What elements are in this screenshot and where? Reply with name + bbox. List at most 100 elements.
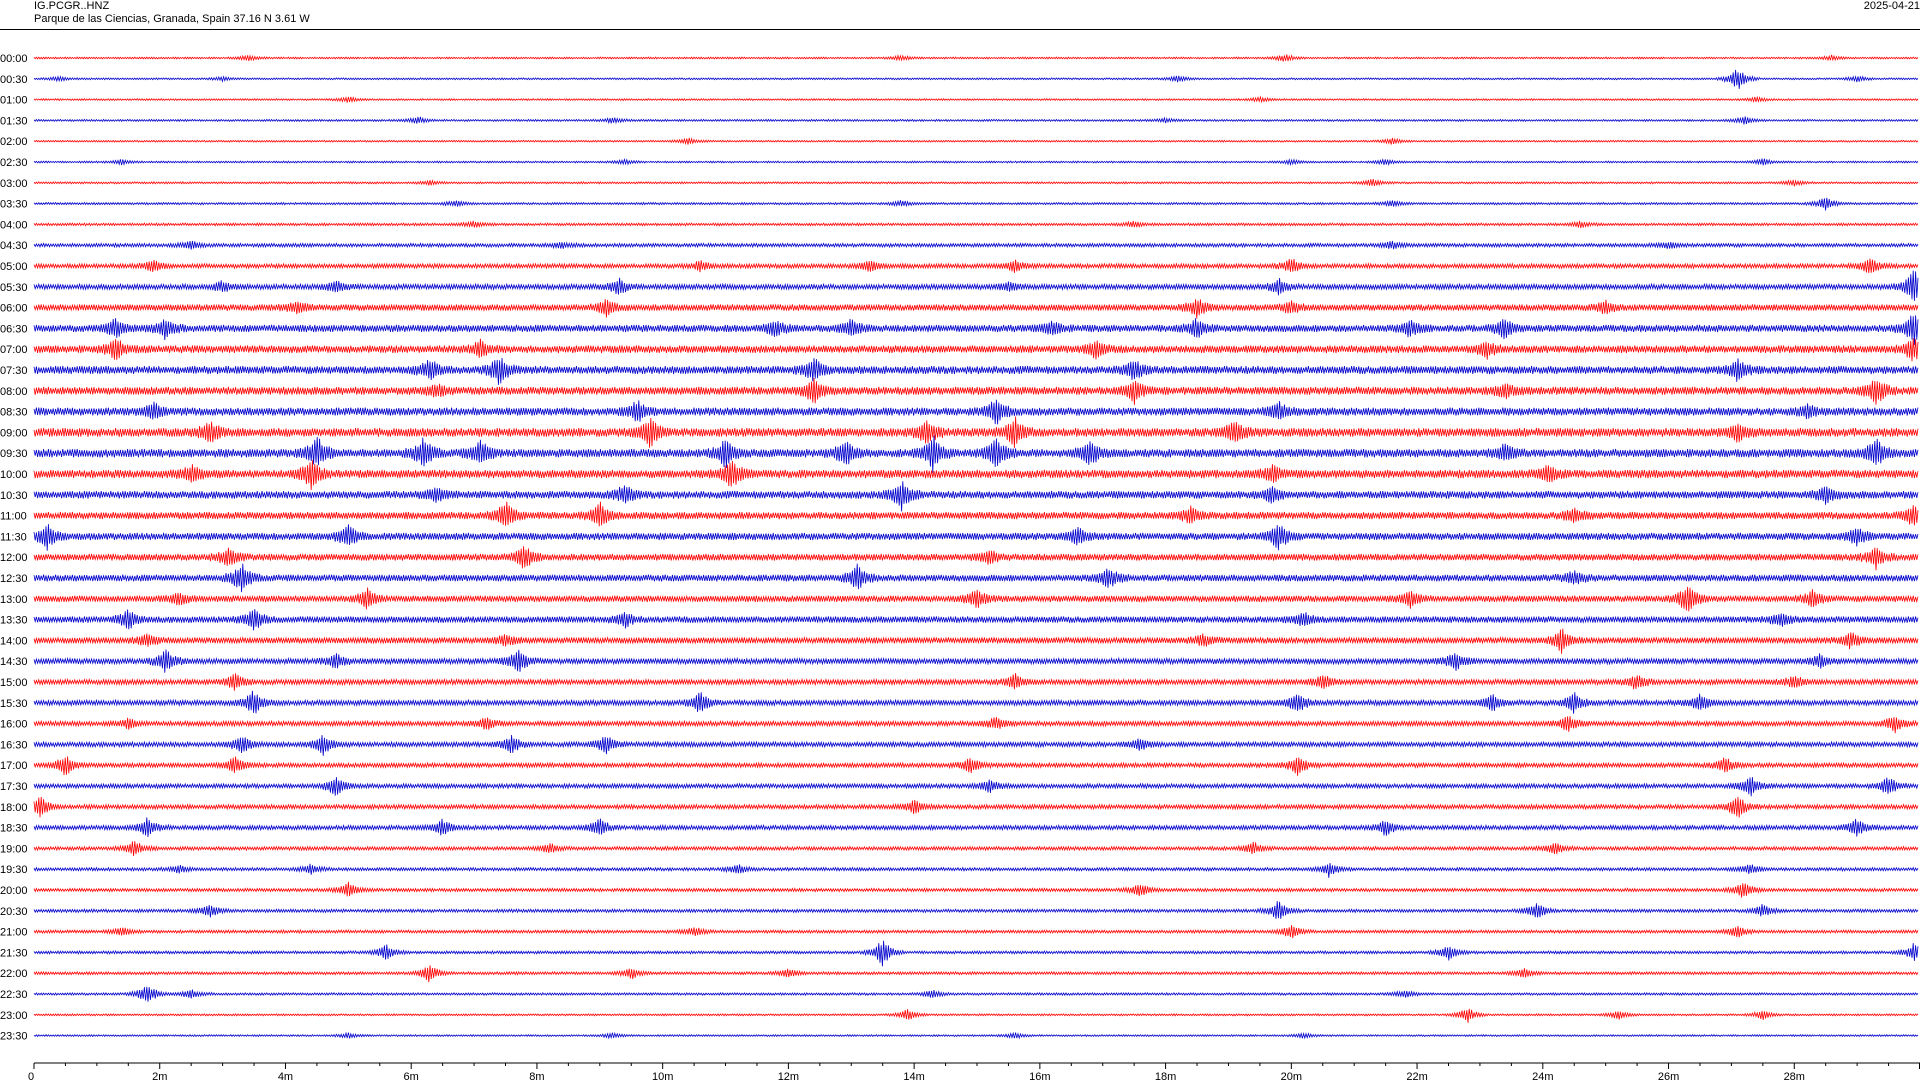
- x-tick-label-6: 12m: [778, 1071, 799, 1080]
- trace-2100: [33, 925, 1919, 939]
- row-label-1830: 18:30: [0, 823, 28, 835]
- trace-0300: [33, 179, 1919, 187]
- row-label-1100: 11:00: [0, 511, 27, 523]
- row-label-1930: 19:30: [0, 864, 28, 876]
- trace-1100: [33, 501, 1919, 527]
- x-tick-label-9: 18m: [1155, 1071, 1176, 1080]
- trace-0330: [33, 197, 1919, 211]
- trace-2130: [33, 940, 1919, 967]
- row-label-1330: 13:30: [0, 615, 28, 627]
- x-tick-label-8: 16m: [1029, 1071, 1050, 1080]
- row-label-2230: 22:30: [0, 989, 28, 1001]
- row-label-1600: 16:00: [0, 719, 28, 731]
- trace-1200: [33, 546, 1919, 571]
- row-label-0000: 00:00: [0, 53, 28, 65]
- trace-1930: [33, 863, 1919, 878]
- trace-0630: [33, 315, 1919, 345]
- trace-1030: [33, 481, 1919, 512]
- x-tick-label-5: 10m: [652, 1071, 673, 1080]
- row-label-0430: 04:30: [0, 240, 28, 252]
- row-label-0900: 09:00: [0, 427, 28, 439]
- x-tick-label-2: 4m: [278, 1071, 293, 1080]
- row-label-0730: 07:30: [0, 365, 28, 377]
- row-label-1030: 10:30: [0, 490, 28, 502]
- trace-2030: [33, 901, 1919, 919]
- trace-1430: [33, 649, 1919, 673]
- trace-0130: [33, 116, 1919, 125]
- row-label-1200: 12:00: [0, 552, 28, 564]
- row-label-0700: 07:00: [0, 344, 28, 356]
- trace-1530: [33, 690, 1919, 714]
- trace-0430: [33, 240, 1919, 250]
- trace-0200: [33, 137, 1919, 145]
- x-tick-label-11: 22m: [1406, 1071, 1427, 1080]
- x-tick-label-0: 0: [28, 1071, 34, 1080]
- trace-0030: [33, 69, 1919, 89]
- x-tick-label-1: 2m: [152, 1071, 167, 1080]
- trace-2330: [33, 1031, 1919, 1040]
- row-label-0800: 08:00: [0, 386, 28, 398]
- station-code: IG.PCGR..HNZ: [34, 0, 110, 12]
- trace-0730: [33, 357, 1919, 385]
- trace-0700: [33, 338, 1919, 362]
- trace-0800: [33, 378, 1919, 405]
- row-label-0130: 01:30: [0, 115, 28, 127]
- trace-1000: [33, 460, 1919, 491]
- row-label-0230: 02:30: [0, 157, 28, 169]
- trace-2200: [33, 965, 1919, 983]
- trace-2230: [33, 986, 1919, 1002]
- trace-0530: [33, 270, 1919, 301]
- x-tick-label-10: 20m: [1281, 1071, 1302, 1080]
- trace-0930: [33, 435, 1919, 473]
- trace-1730: [33, 777, 1919, 797]
- row-label-2300: 23:00: [0, 1010, 28, 1022]
- row-label-0200: 02:00: [0, 136, 28, 148]
- row-label-1630: 16:30: [0, 739, 28, 751]
- row-label-0600: 06:00: [0, 303, 28, 315]
- trace-1630: [33, 734, 1919, 756]
- row-label-0300: 03:00: [0, 178, 28, 190]
- row-label-0630: 06:30: [0, 323, 28, 335]
- row-label-1500: 15:00: [0, 677, 28, 689]
- row-label-0030: 00:30: [0, 74, 28, 86]
- x-tick-label-13: 26m: [1658, 1071, 1679, 1080]
- row-label-1400: 14:00: [0, 635, 28, 647]
- trace-1800: [33, 796, 1919, 818]
- x-tick-label-7: 14m: [903, 1071, 924, 1080]
- row-label-1300: 13:00: [0, 594, 28, 606]
- trace-1230: [33, 563, 1919, 593]
- row-label-2200: 22:00: [0, 968, 28, 980]
- row-label-1800: 18:00: [0, 802, 28, 814]
- row-label-2000: 20:00: [0, 885, 28, 897]
- row-label-2130: 21:30: [0, 947, 28, 959]
- station-location: Parque de las Ciencias, Granada, Spain 3…: [34, 13, 310, 25]
- x-tick-label-4: 8m: [529, 1071, 544, 1080]
- trace-0100: [33, 95, 1919, 104]
- row-label-1430: 14:30: [0, 656, 28, 668]
- trace-2300: [33, 1008, 1919, 1023]
- trace-1700: [33, 756, 1919, 776]
- trace-0400: [33, 220, 1919, 229]
- row-label-1000: 10:00: [0, 469, 28, 481]
- row-label-2030: 20:30: [0, 906, 28, 918]
- row-label-1730: 17:30: [0, 781, 28, 793]
- row-label-0400: 04:00: [0, 219, 28, 231]
- row-label-1530: 15:30: [0, 698, 28, 710]
- trace-1830: [33, 817, 1919, 838]
- trace-0830: [33, 399, 1919, 425]
- row-label-1130: 11:30: [0, 531, 27, 543]
- trace-0600: [33, 299, 1919, 319]
- row-label-2330: 23:30: [0, 1031, 28, 1043]
- row-label-1700: 17:00: [0, 760, 28, 772]
- trace-0230: [33, 157, 1919, 167]
- trace-0900: [33, 416, 1919, 449]
- x-tick-label-3: 6m: [404, 1071, 419, 1080]
- trace-1300: [33, 586, 1919, 612]
- trace-1600: [33, 716, 1919, 734]
- row-label-0100: 01:00: [0, 95, 28, 107]
- row-label-1900: 19:00: [0, 843, 28, 855]
- trace-1400: [33, 628, 1919, 654]
- trace-1330: [33, 609, 1919, 631]
- row-label-1230: 12:30: [0, 573, 28, 585]
- trace-0500: [33, 258, 1919, 274]
